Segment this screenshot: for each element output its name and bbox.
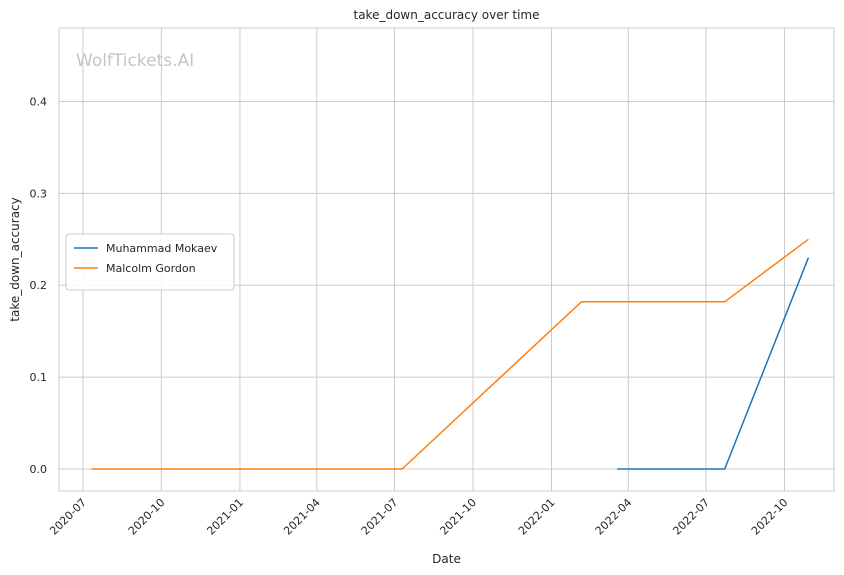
y-tick-label: 0.0 <box>30 463 48 476</box>
legend: Muhammad Mokaev Malcolm Gordon <box>65 233 235 291</box>
chart-title: take_down_accuracy over time <box>354 8 540 22</box>
y-tick-label: 0.4 <box>30 95 48 108</box>
series-line <box>617 257 810 470</box>
x-axis-label: Date <box>432 552 461 566</box>
legend-label: Malcolm Gordon <box>106 262 196 275</box>
y-axis-label: take_down_accuracy <box>8 197 22 321</box>
plot-frame <box>58 27 835 492</box>
y-tick-label: 0.2 <box>30 279 48 292</box>
series-lines <box>91 238 810 470</box>
legend-box <box>65 233 235 291</box>
y-tick-label: 0.1 <box>30 371 48 384</box>
series-line <box>91 238 809 470</box>
legend-label: Muhammad Mokaev <box>106 242 218 255</box>
watermark: WolfTickets.AI <box>76 51 194 71</box>
y-tick-label: 0.3 <box>30 187 48 200</box>
